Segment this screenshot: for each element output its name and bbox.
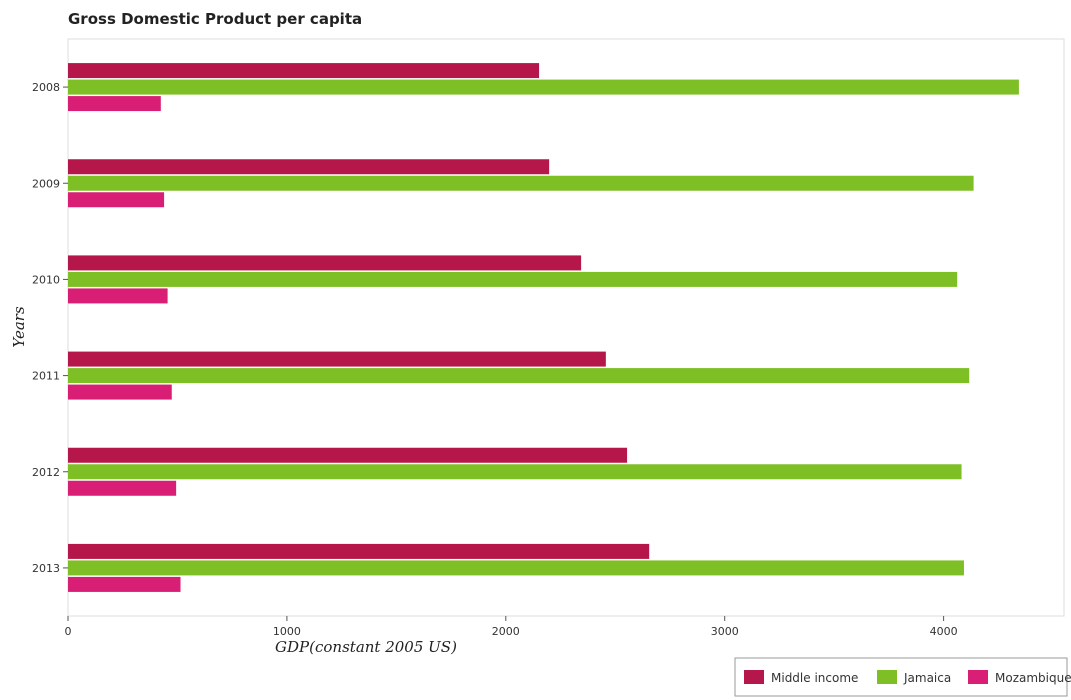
y-tick-label: 2012 [32, 466, 60, 479]
bar-jamaica-2013 [68, 560, 964, 576]
bar-mozambique-2013 [68, 576, 181, 592]
x-tick-label: 2000 [492, 625, 520, 638]
bar-mozambique-2012 [68, 480, 177, 496]
legend: Middle income Jamaica Mozambique [734, 657, 1071, 697]
y-ticks: 2008 2009 2010 2011 2012 2013 [32, 81, 68, 575]
plot-area [67, 38, 1065, 617]
bar-jamaica-2011 [68, 368, 970, 384]
bars-layer [68, 63, 1019, 592]
bar-mozambique-2011 [68, 384, 172, 400]
bar-jamaica-2009 [68, 175, 974, 191]
y-tick-label: 2008 [32, 81, 60, 94]
chart-title: Gross Domestic Product per capita [68, 10, 362, 28]
bar-middle-income-2012 [68, 447, 628, 463]
bar-mozambique-2008 [68, 96, 161, 112]
legend-box [734, 657, 1068, 697]
y-tick-label: 2009 [32, 177, 60, 190]
x-tick-label: 4000 [930, 625, 958, 638]
x-tick-label: 0 [65, 625, 72, 638]
legend-swatch-jamaica [877, 670, 897, 684]
bar-jamaica-2008 [68, 79, 1019, 95]
legend-label-middle-income: Middle income [771, 671, 858, 685]
legend-swatch-mozambique [968, 670, 988, 684]
x-axis-label: GDP(constant 2005 US) [275, 638, 457, 656]
x-ticks: 0 1000 2000 3000 4000 [65, 616, 958, 638]
bar-jamaica-2010 [68, 271, 958, 287]
x-tick-label: 3000 [711, 625, 739, 638]
y-tick-label: 2010 [32, 273, 60, 286]
bar-middle-income-2009 [68, 159, 550, 175]
bar-mozambique-2009 [68, 192, 165, 208]
x-tick-label: 1000 [273, 625, 301, 638]
legend-label-mozambique: Mozambique [995, 671, 1071, 685]
bar-middle-income-2008 [68, 63, 540, 79]
bar-jamaica-2012 [68, 464, 962, 480]
bar-middle-income-2013 [68, 543, 650, 559]
legend-label-jamaica: Jamaica [903, 671, 951, 685]
legend-swatch-middle-income [744, 670, 764, 684]
bar-middle-income-2010 [68, 255, 582, 271]
bar-middle-income-2011 [68, 351, 606, 367]
y-tick-label: 2011 [32, 370, 60, 383]
y-axis-label: Years [10, 306, 28, 348]
y-tick-label: 2013 [32, 562, 60, 575]
bar-mozambique-2010 [68, 288, 168, 304]
